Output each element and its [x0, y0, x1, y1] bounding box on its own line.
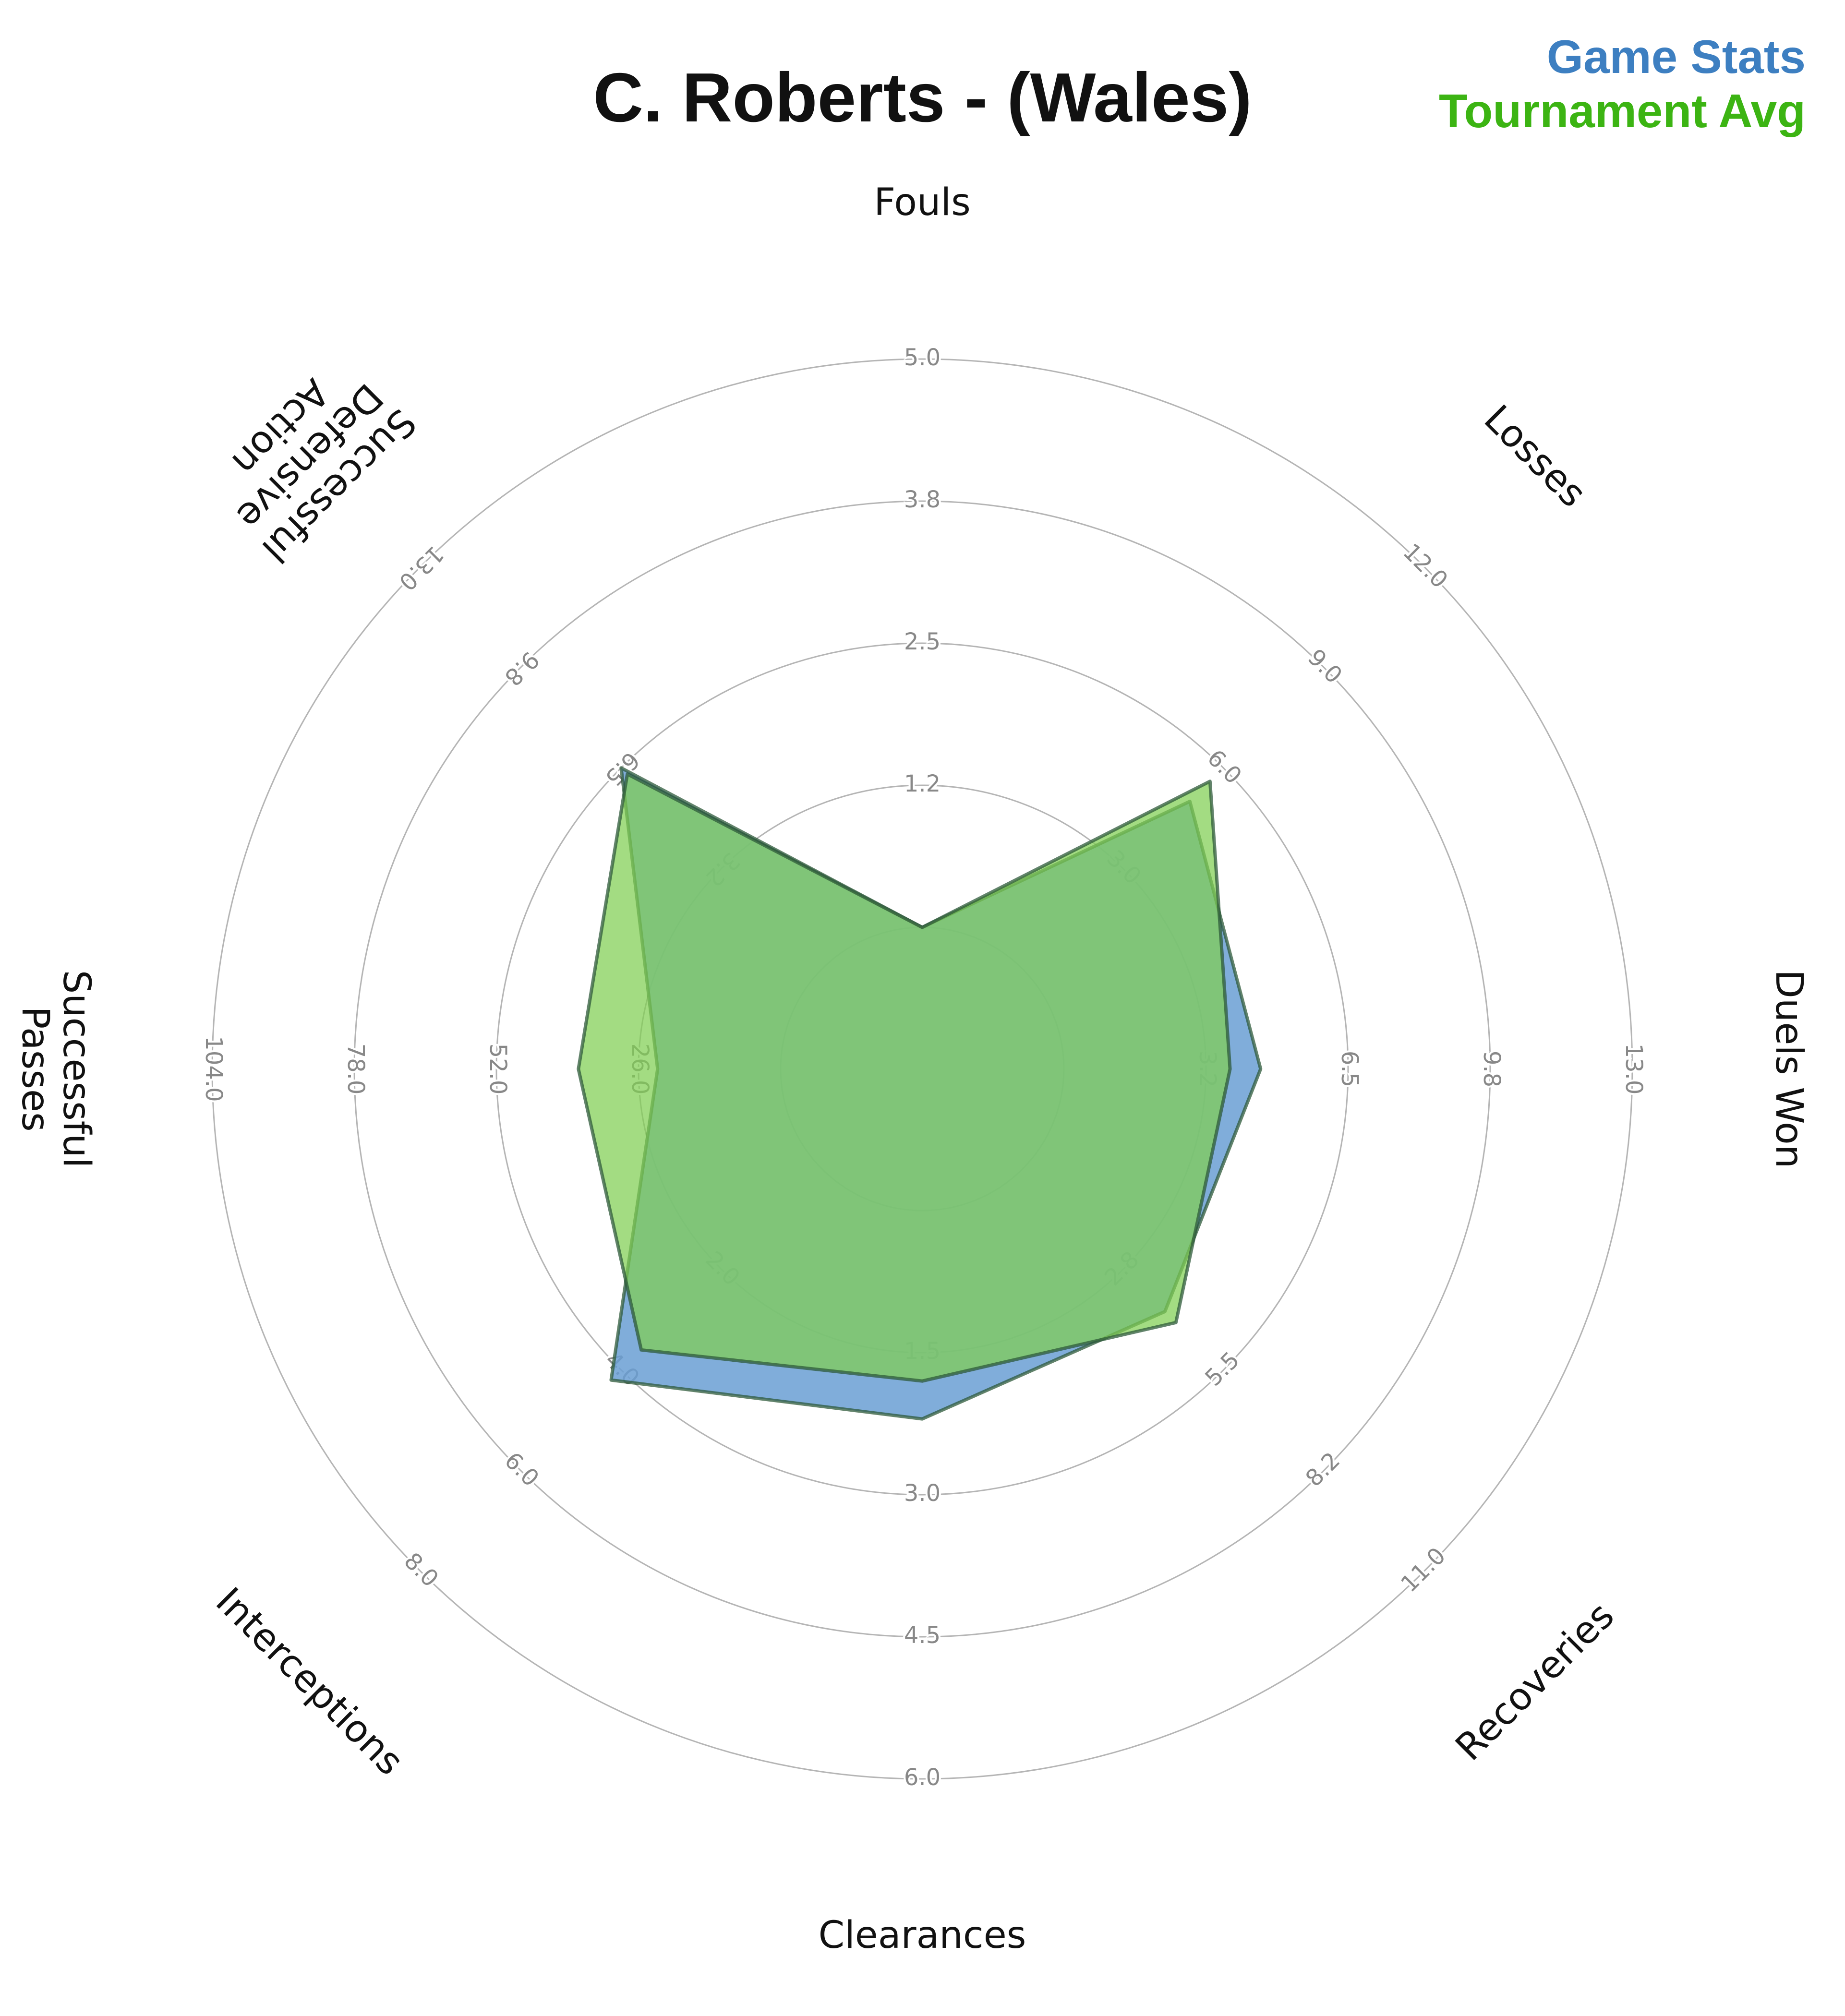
- tick-label: 3.8: [904, 486, 941, 513]
- tick-label: 6.5: [1336, 1051, 1363, 1087]
- series-tournament-avg: [577, 772, 1232, 1383]
- grid-ring: [495, 642, 1349, 1496]
- tick-label: 5.0: [904, 344, 941, 371]
- grid-ring: [353, 500, 1491, 1638]
- grid-ring: [211, 358, 1633, 1780]
- axis-label: SuccessfulDefensiveAction: [195, 342, 424, 571]
- axis-label: Recoveries: [1447, 1594, 1623, 1769]
- axis-label: Interceptions: [207, 1580, 412, 1784]
- tick-label: 52.0: [484, 1044, 511, 1095]
- chart-title: C. Roberts - (Wales): [593, 59, 1252, 136]
- tick-label: 3.0: [904, 1480, 941, 1507]
- tick-label: 12.0: [1398, 538, 1453, 593]
- tick-label: 1.2: [904, 770, 941, 797]
- tick-label: 78.0: [342, 1044, 369, 1095]
- tick-label: 9.8: [499, 646, 544, 691]
- legend-tournament-avg: Tournament Avg: [1438, 84, 1806, 137]
- tick-label: 6.0: [904, 1764, 941, 1791]
- tick-label: 5.5: [1200, 1346, 1245, 1392]
- tick-label: 11.0: [1396, 1542, 1451, 1597]
- tick-label: 13.0: [394, 540, 449, 596]
- legend-game-stats: Game Stats: [1546, 30, 1806, 83]
- axis-label: SuccessfulPasses: [13, 970, 98, 1168]
- tick-label: 8.0: [399, 1548, 444, 1593]
- tick-label: 13.0: [1620, 1044, 1647, 1095]
- axis-label: Losses: [1476, 397, 1594, 516]
- axis-label: Duels Won: [1767, 970, 1810, 1168]
- tick-label: 8.2: [1301, 1447, 1346, 1492]
- tick-label: 2.5: [904, 628, 941, 655]
- tick-label: 9.8: [1478, 1051, 1505, 1087]
- tick-label: 4.5: [904, 1622, 941, 1649]
- radar-series: [577, 766, 1263, 1421]
- axis-label: Fouls: [874, 181, 971, 224]
- axis-label: Clearances: [819, 1914, 1026, 1957]
- tick-label: 104.0: [200, 1036, 227, 1102]
- tick-label: 6.0: [499, 1447, 544, 1492]
- tick-label: 9.0: [1302, 644, 1348, 689]
